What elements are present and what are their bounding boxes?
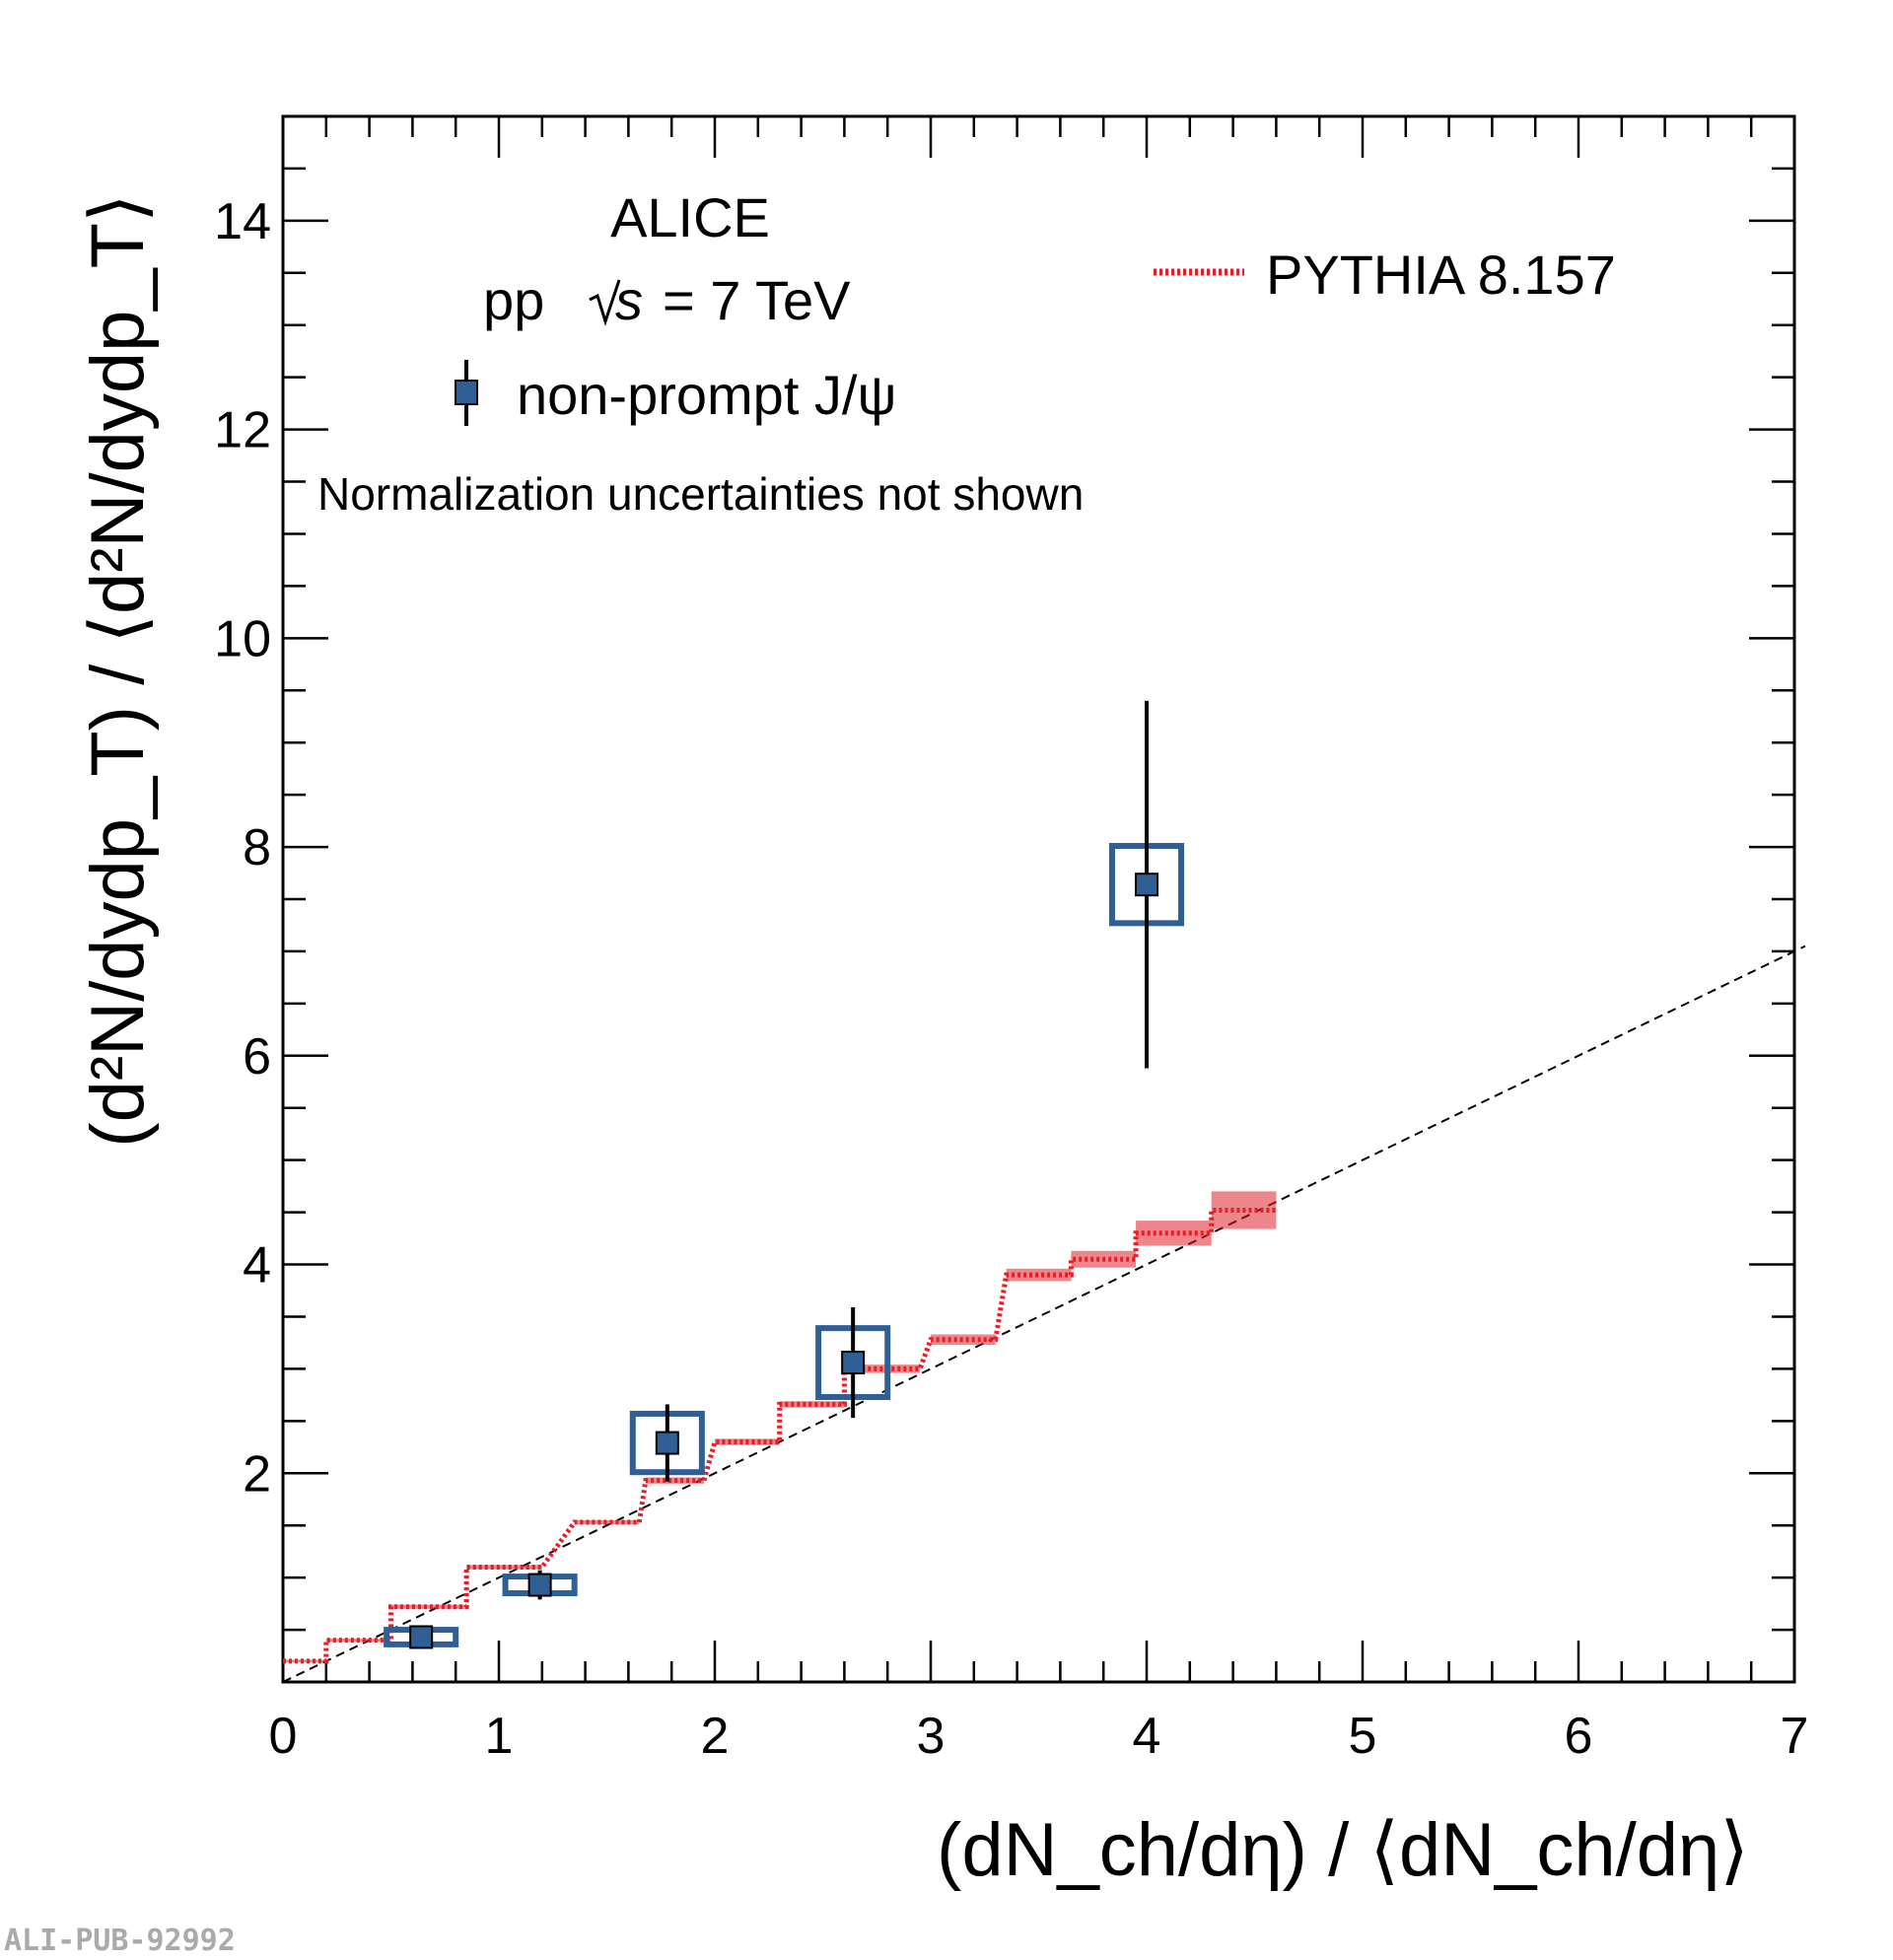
y-axis-title: (d²N/dydp_T) / ⟨d²N/dydp_T⟩ <box>76 193 160 1147</box>
y-tick-label: 12 <box>214 402 271 459</box>
energy-label: = 7 TeV <box>663 269 851 331</box>
y-tick-label: 2 <box>243 1445 271 1503</box>
legend-entry-jpsi: non-prompt J/ψ <box>455 360 896 426</box>
s-symbol: s <box>615 269 643 331</box>
normalization-note: Normalization uncertainties not shown <box>317 468 1084 520</box>
axis-ticks <box>281 114 1796 1684</box>
reference-line-segment <box>282 945 1806 1683</box>
x-tick-label: 5 <box>1349 1708 1377 1765</box>
legend-marker <box>455 380 478 405</box>
sqrt-symbol <box>589 279 621 326</box>
x-tick-label: 6 <box>1565 1708 1593 1765</box>
x-tick-label: 4 <box>1133 1708 1161 1765</box>
y-tick-label: 14 <box>214 193 271 250</box>
data-series <box>384 700 1185 1649</box>
x-tick-label: 2 <box>701 1708 730 1765</box>
pythia-series <box>283 1191 1277 1664</box>
pythia-band <box>283 1659 326 1663</box>
data-point <box>841 1351 866 1375</box>
pythia-band <box>574 1519 640 1525</box>
data-point <box>1135 873 1158 897</box>
data-point <box>655 1431 679 1455</box>
x-tick-label: 0 <box>269 1708 298 1765</box>
legend-entry-pythia: PYTHIA 8.157 <box>1154 244 1616 306</box>
data-point <box>409 1625 434 1649</box>
x-axis-title: (dN_ch/dη) / ⟨dN_ch/dη⟩ <box>937 1808 1749 1892</box>
plot-frame <box>281 114 1796 1684</box>
legend-label: non-prompt J/ψ <box>517 364 896 426</box>
y-tick-label: 4 <box>243 1237 271 1295</box>
pythia-band <box>1006 1268 1072 1282</box>
pythia-band <box>390 1604 467 1609</box>
x-tick-labels: 0 1 2 3 4 5 6 7 <box>269 1708 1809 1765</box>
y-tick-label: 8 <box>243 819 271 876</box>
y-tick-label: 6 <box>243 1028 271 1085</box>
legend-label: PYTHIA 8.157 <box>1266 244 1616 306</box>
data-point <box>527 1573 552 1597</box>
y-tick-labels: 2 4 6 8 10 12 14 <box>214 193 271 1503</box>
y-tick-label: 10 <box>214 610 271 667</box>
x-tick-label: 1 <box>485 1708 514 1765</box>
reference-line <box>282 945 1806 1683</box>
pythia-band <box>779 1401 845 1408</box>
system-label: pp <box>483 269 544 331</box>
pythia-band <box>931 1334 996 1346</box>
pythia-line <box>283 1207 1277 1664</box>
x-tick-label: 3 <box>917 1708 946 1765</box>
watermark: ALI-PUB-92992 <box>4 1924 236 1958</box>
x-tick-label: 7 <box>1781 1708 1809 1765</box>
experiment-label: ALICE <box>610 186 770 248</box>
